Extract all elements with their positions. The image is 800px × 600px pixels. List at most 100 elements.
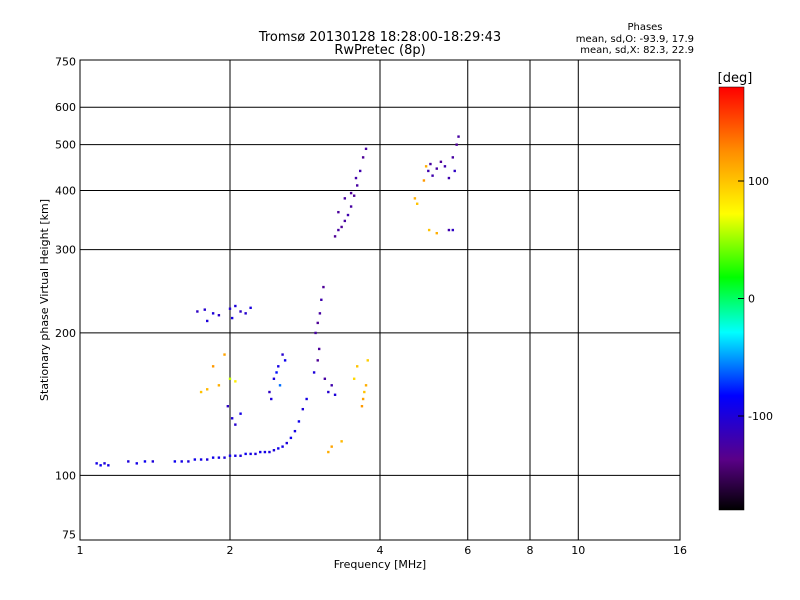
data-point [333, 393, 337, 396]
data-point [127, 460, 130, 463]
data-point [457, 135, 460, 138]
data-point [103, 462, 106, 465]
chart-subtitle: RwPretec (8p) [334, 43, 425, 58]
data-point [283, 359, 287, 362]
data-point [239, 310, 242, 313]
data-point [327, 390, 330, 394]
phases-o-stats: mean, sd,O: -93.9, 17.9 [576, 34, 694, 45]
data-point [228, 307, 232, 310]
data-point [205, 388, 209, 391]
data-point [337, 210, 340, 214]
data-point [230, 316, 234, 320]
data-point [455, 143, 458, 146]
plot-frame [79, 59, 681, 541]
data-point [211, 312, 215, 315]
data-point [244, 452, 247, 456]
data-point [151, 460, 155, 463]
data-point [366, 359, 369, 362]
data-point [447, 176, 451, 180]
data-point [343, 197, 347, 200]
data-point [281, 353, 284, 356]
data-point [99, 464, 102, 467]
data-point [352, 377, 356, 380]
colorbar: [deg] 100 0 -100 [718, 71, 773, 511]
data-point [355, 184, 359, 187]
data-point [316, 321, 319, 325]
data-point [453, 169, 456, 173]
data-point [205, 319, 209, 323]
data-point [349, 205, 353, 208]
data-point [249, 306, 252, 310]
data-point [305, 397, 308, 401]
y-tick-label: 400 [55, 185, 76, 198]
data-point [413, 197, 417, 200]
x-axis-ticks: 1 2 4 6 8 10 16 [77, 544, 688, 557]
data-point [312, 371, 316, 374]
data-point [320, 298, 323, 301]
data-point [330, 445, 333, 448]
data-point [263, 450, 267, 454]
data-point [143, 460, 147, 463]
data-point [343, 219, 347, 223]
data-point [435, 231, 438, 235]
data-point [223, 456, 226, 459]
colorbar-tick-label: 0 [748, 293, 755, 306]
data-point [349, 191, 353, 195]
data-point [268, 450, 271, 454]
data-point [364, 147, 368, 151]
data-point [254, 452, 257, 456]
data-point [217, 456, 221, 459]
data-point [277, 365, 280, 368]
phases-title: Phases [627, 22, 662, 33]
x-tick-label: 8 [527, 544, 534, 557]
data-point [180, 460, 183, 463]
data-point [228, 377, 232, 380]
data-point [447, 228, 451, 232]
data-point [199, 390, 203, 394]
data-point [217, 314, 221, 317]
data-point [211, 365, 215, 368]
data-point [187, 460, 190, 463]
data-point [301, 407, 305, 411]
data-point [435, 167, 438, 170]
data-point [226, 405, 230, 408]
data-point [173, 460, 177, 463]
x-tick-label: 2 [227, 544, 234, 557]
data-point [285, 441, 288, 445]
data-point [211, 456, 215, 459]
data-point [297, 420, 301, 423]
data-point [318, 312, 322, 315]
data-point [327, 450, 330, 454]
data-point [358, 169, 362, 173]
x-tick-label: 1 [77, 544, 84, 557]
data-point [330, 384, 333, 387]
data-point [354, 176, 358, 180]
data-point [205, 458, 209, 461]
data-point [249, 452, 252, 456]
data-point [228, 454, 232, 457]
data-point [314, 331, 317, 335]
data-point [346, 213, 350, 217]
data-point [293, 429, 297, 433]
grid [80, 60, 680, 540]
data-point [364, 384, 368, 387]
y-tick-label: 100 [55, 469, 76, 482]
data-point [268, 390, 271, 394]
data-point [429, 162, 432, 166]
data-point [234, 423, 237, 426]
data-point [223, 353, 226, 356]
data-point [451, 156, 455, 159]
data-point [451, 228, 455, 232]
data-point [259, 450, 262, 454]
data-point [193, 458, 197, 461]
x-tick-label: 16 [673, 544, 687, 557]
data-point [427, 169, 430, 173]
data-point [239, 454, 242, 457]
data-point [203, 308, 206, 311]
colorbar-label: [deg] [718, 71, 753, 86]
data-point [239, 412, 242, 415]
data-point [135, 462, 138, 465]
data-point [337, 228, 340, 232]
data-point [217, 384, 221, 387]
